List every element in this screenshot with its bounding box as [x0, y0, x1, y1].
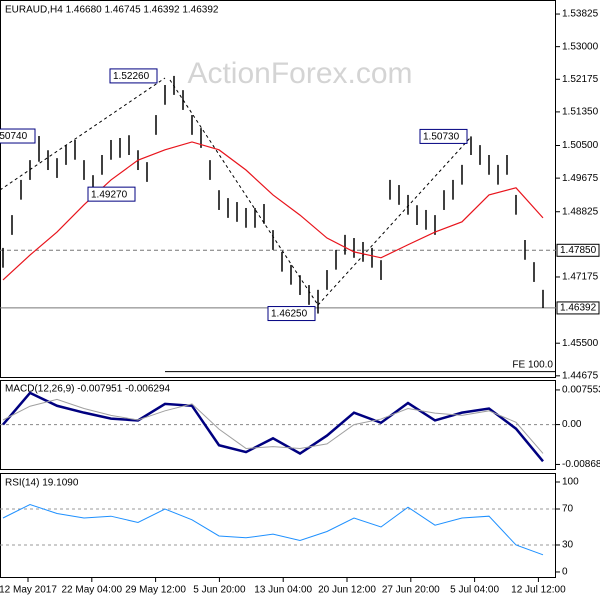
x-tick-label: 12 May 2017 — [0, 585, 57, 596]
annotation-box — [419, 128, 468, 144]
x-tick-label: 5 Jun 20:00 — [193, 585, 246, 596]
x-tick-label: 5 Jul 04:00 — [450, 585, 499, 596]
x-tick-label: 22 May 04:00 — [61, 585, 122, 596]
annotation-box — [267, 306, 316, 322]
y-tick-label: 100 — [562, 477, 579, 488]
y-tick-label: 30 — [562, 540, 574, 551]
y-tick-label: 1.45500 — [562, 338, 599, 349]
x-tick-label: 20 Jun 12:00 — [318, 585, 376, 596]
trend-line — [317, 137, 471, 306]
fe-label: FE 100.0 — [512, 359, 553, 370]
y-tick-label: 1.52175 — [562, 74, 599, 85]
price-label-box — [556, 243, 600, 257]
y-tick-label: 0 — [562, 567, 568, 578]
watermark: ActionForex.com — [187, 57, 412, 90]
macd-line — [2, 391, 544, 463]
x-tick-label: 29 May 12:00 — [125, 585, 186, 596]
annotation-label: 1.46250 — [271, 309, 308, 320]
annotation-label: 1.52260 — [113, 71, 150, 82]
chart-title: EURAUD,H4 1.46680 1.46745 1.46392 1.4639… — [5, 5, 219, 16]
x-tick-label: 27 Jun 20:00 — [382, 585, 440, 596]
macd-title: MACD(12,26,9) -0.007951 -0.006294 — [5, 384, 171, 395]
annotation-label: 1.50740 — [0, 131, 28, 142]
y-tick-label: 1.48825 — [562, 206, 599, 217]
annotation-label: 1.50730 — [423, 132, 460, 143]
trend-line — [169, 79, 319, 306]
y-tick-label: 1.53000 — [562, 41, 599, 52]
price-label: 1.46392 — [560, 303, 597, 314]
y-tick-label: 1.53825 — [562, 9, 599, 20]
y-tick-label: 1.50500 — [562, 140, 599, 151]
rsi-title: RSI(14) 19.1090 — [5, 478, 79, 489]
y-tick-label: 0.00 — [562, 419, 582, 430]
annotation-box — [109, 68, 158, 84]
price-label: 1.47850 — [560, 245, 597, 256]
annotation-box — [87, 186, 136, 202]
rsi-line — [2, 503, 544, 556]
x-tick-label: 13 Jun 04:00 — [254, 585, 312, 596]
x-tick-label: 12 Jul 12:00 — [511, 585, 566, 596]
y-tick-label: -0.008689 — [562, 459, 600, 470]
main-panel — [0, 0, 556, 378]
y-tick-label: 70 — [562, 504, 574, 515]
macd-line — [2, 398, 544, 454]
y-tick-label: 1.49675 — [562, 173, 599, 184]
rsi-panel — [0, 473, 556, 578]
price-label-box — [556, 301, 600, 315]
y-tick-label: 0.007553 — [562, 385, 600, 396]
y-tick-label: 1.47175 — [562, 272, 599, 283]
annotation-label: 1.49270 — [91, 189, 128, 200]
annotation-box — [0, 128, 36, 144]
y-tick-label: 1.44675 — [562, 370, 599, 381]
y-tick-label: 1.51350 — [562, 107, 599, 118]
